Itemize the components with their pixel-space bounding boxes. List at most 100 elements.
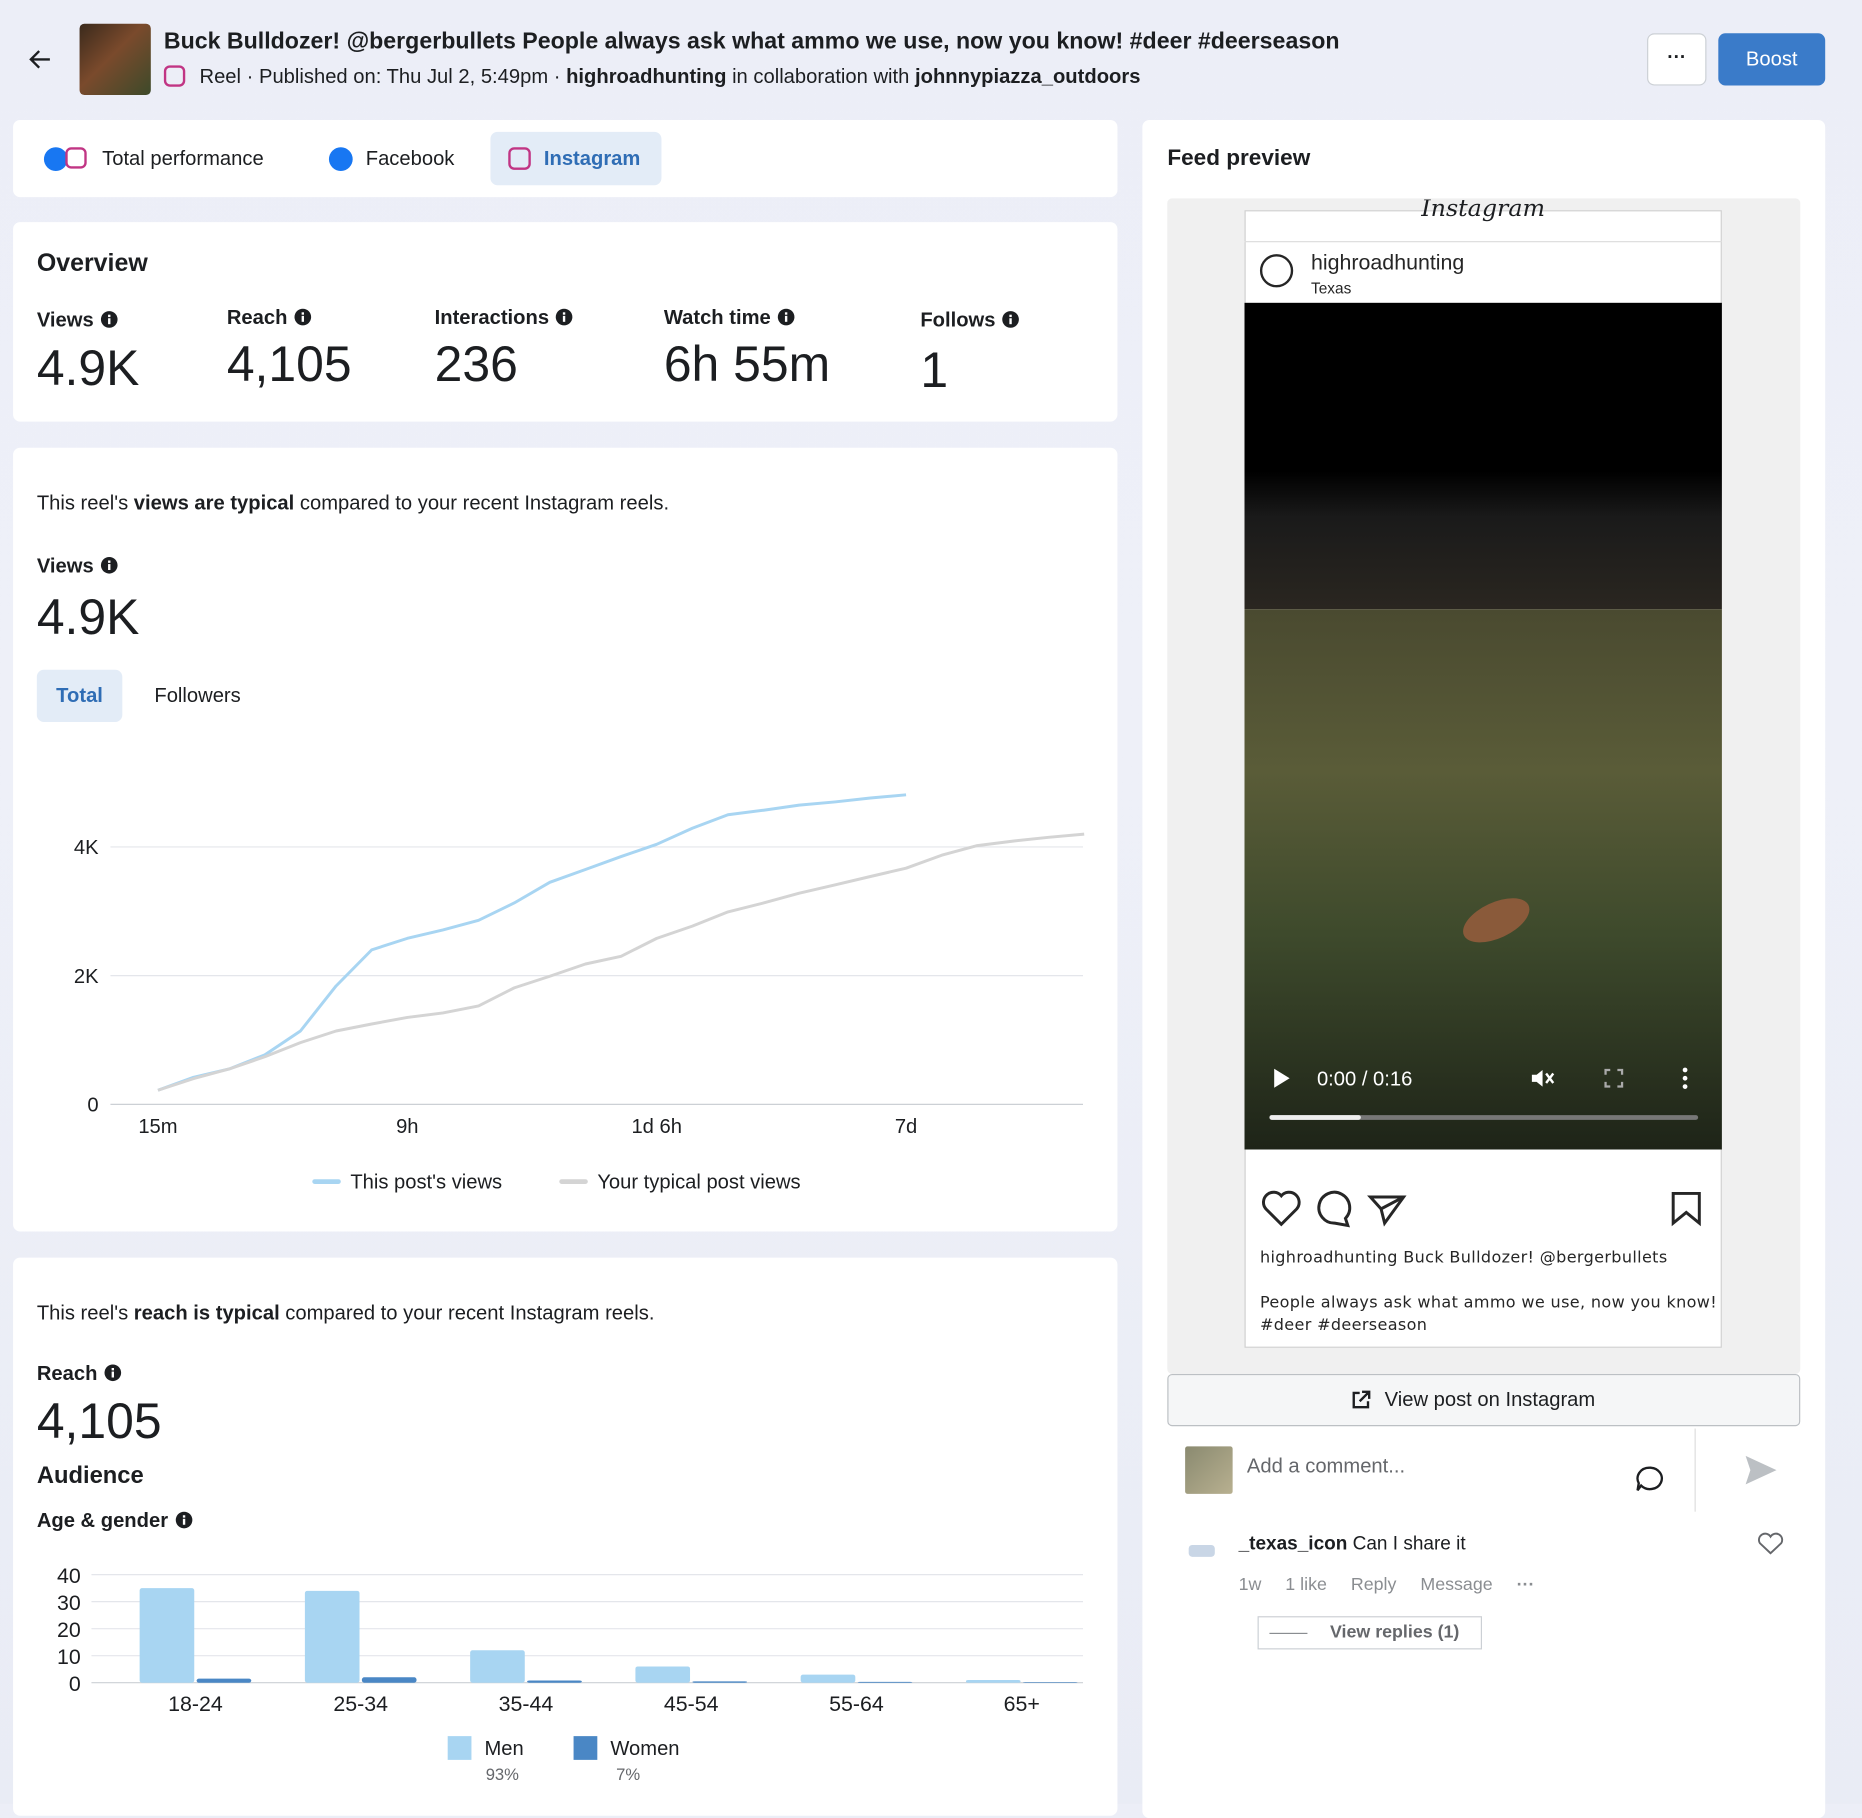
toggle[interactable]: Total — [56, 684, 103, 707]
comment: _texas_icon Can I share it — [1239, 1534, 1466, 1555]
collab-text: in collaboration with — [732, 65, 910, 88]
facebook-icon — [328, 147, 353, 171]
audience-title: Audience — [36, 1463, 144, 1490]
metric-label: Reach — [227, 306, 312, 330]
comment-likes[interactable]: 1 like — [1285, 1574, 1327, 1595]
line-series — [157, 832, 1085, 1092]
video-time: 0:00 / 0:16 — [1316, 1067, 1413, 1091]
bar — [139, 1588, 195, 1683]
text: Views — [36, 554, 94, 578]
views-card — [13, 447, 1118, 1232]
y-tick-label: 30 — [57, 1591, 81, 1615]
info-icon — [100, 311, 118, 328]
view-replies-label[interactable]: View replies (1) — [1330, 1622, 1460, 1643]
text: compared to your recent Instagram reels. — [285, 1301, 655, 1325]
x-tick-label: 15m — [138, 1116, 177, 1138]
text: Follows — [920, 308, 996, 332]
y-tick-label: 20 — [57, 1618, 81, 1642]
legend-share: 7% — [616, 1765, 640, 1784]
metric-label: Views — [37, 555, 118, 579]
text: Interactions — [434, 306, 550, 329]
reply-link[interactable]: Reply — [1350, 1574, 1397, 1595]
comment-icon[interactable] — [1317, 1190, 1352, 1228]
comment-user: _texas_icon — [1238, 1534, 1348, 1555]
info-icon — [294, 308, 312, 326]
tab[interactable]: Total performance — [102, 147, 264, 170]
info-icon — [777, 308, 795, 326]
bar — [527, 1680, 582, 1683]
text: Age & gender — [36, 1509, 169, 1532]
fullscreen-button[interactable] — [1604, 1068, 1624, 1088]
profile-icon — [1259, 254, 1294, 288]
emoji-icon[interactable] — [1635, 1465, 1664, 1494]
comment-age: 1w — [1238, 1574, 1262, 1595]
line-series — [157, 793, 907, 1092]
legend-swatch — [447, 1736, 472, 1760]
post-title: Buck Bulldozer! @bergerbullets People al… — [163, 28, 1340, 55]
play-button[interactable] — [1271, 1066, 1292, 1090]
view-post-label[interactable]: View post on Instagram — [1384, 1388, 1596, 1411]
send-icon[interactable] — [1743, 1454, 1779, 1487]
bar — [361, 1677, 417, 1683]
video-top — [1244, 302, 1722, 610]
more-button[interactable]: ··· — [1647, 33, 1707, 86]
commenter-avatar — [1188, 1544, 1215, 1557]
tab-selected-bg — [490, 131, 662, 186]
info-icon — [556, 308, 573, 326]
account: highroadhunting — [566, 65, 727, 88]
back-arrow[interactable] — [29, 48, 53, 72]
y-tick-label: 4K — [74, 837, 99, 859]
caption: People always ask what ammo we use, now … — [1259, 1293, 1718, 1313]
comment-like[interactable] — [1758, 1532, 1784, 1556]
reach-sentence: This reel's reach is typical compared to… — [37, 1302, 655, 1326]
boost-button[interactable]: Boost — [1718, 33, 1826, 86]
x-tick-label: 45-54 — [664, 1692, 719, 1716]
metric-value: 1 — [920, 342, 949, 398]
instagram-icon — [508, 147, 531, 170]
x-tick-label: 25-34 — [333, 1692, 388, 1716]
info-icon — [1002, 311, 1020, 328]
view-post-button[interactable] — [1167, 1373, 1801, 1427]
save-icon[interactable] — [1671, 1191, 1701, 1227]
legend-label: This post's views — [350, 1172, 502, 1194]
external-icon — [1352, 1390, 1371, 1409]
comment-more[interactable]: ··· — [1516, 1574, 1535, 1595]
view-replies-button[interactable] — [1257, 1616, 1482, 1650]
y-tick-label: 0 — [87, 1095, 98, 1117]
toggle[interactable]: Followers — [154, 684, 241, 707]
progress-track[interactable] — [1269, 1115, 1699, 1120]
bar — [1022, 1682, 1078, 1683]
instagram-logo: Instagram — [1421, 199, 1546, 223]
x-tick-label: 65+ — [1004, 1692, 1040, 1716]
tab[interactable]: Instagram — [543, 147, 641, 170]
message-link[interactable]: Message — [1420, 1574, 1493, 1595]
instagram-icon — [65, 147, 87, 169]
bar — [196, 1678, 252, 1683]
metric-value: 4.9K — [36, 339, 140, 396]
metric-value: 4.9K — [36, 589, 140, 645]
collaborator: johnnypiazza_outdoors — [915, 65, 1141, 88]
thumbnail — [79, 23, 151, 95]
reply-line — [1269, 1632, 1308, 1634]
share-icon[interactable] — [1367, 1195, 1407, 1227]
post-type: Reel — [199, 65, 242, 88]
published: · Published on: Thu Jul 2, 5:49pm · — [246, 65, 561, 88]
text: This reel's — [36, 1301, 129, 1325]
tab[interactable]: Facebook — [365, 147, 455, 170]
post-actions — [1262, 1190, 1701, 1228]
mute-button[interactable] — [1530, 1066, 1556, 1090]
menu-button[interactable] — [1679, 1066, 1691, 1090]
y-tick-label: 0 — [69, 1672, 81, 1696]
text: compared to your recent Instagram reels. — [299, 491, 670, 515]
comment-text: Can I share it — [1352, 1534, 1466, 1555]
comment-meta: 1w 1 like Reply Message ··· — [1239, 1575, 1535, 1595]
metric-label: Reach — [37, 1362, 122, 1386]
progress-fill — [1269, 1115, 1361, 1120]
post-meta: Reel · Published on: Thu Jul 2, 5:49pm ·… — [200, 65, 1141, 89]
breakdown-title: Age & gender — [37, 1509, 192, 1533]
bar — [692, 1681, 748, 1683]
like-icon[interactable] — [1262, 1190, 1301, 1227]
overview-title: Overview — [36, 249, 148, 277]
location: Texas — [1311, 279, 1352, 297]
comment-input[interactable]: Add a comment... — [1246, 1454, 1406, 1478]
